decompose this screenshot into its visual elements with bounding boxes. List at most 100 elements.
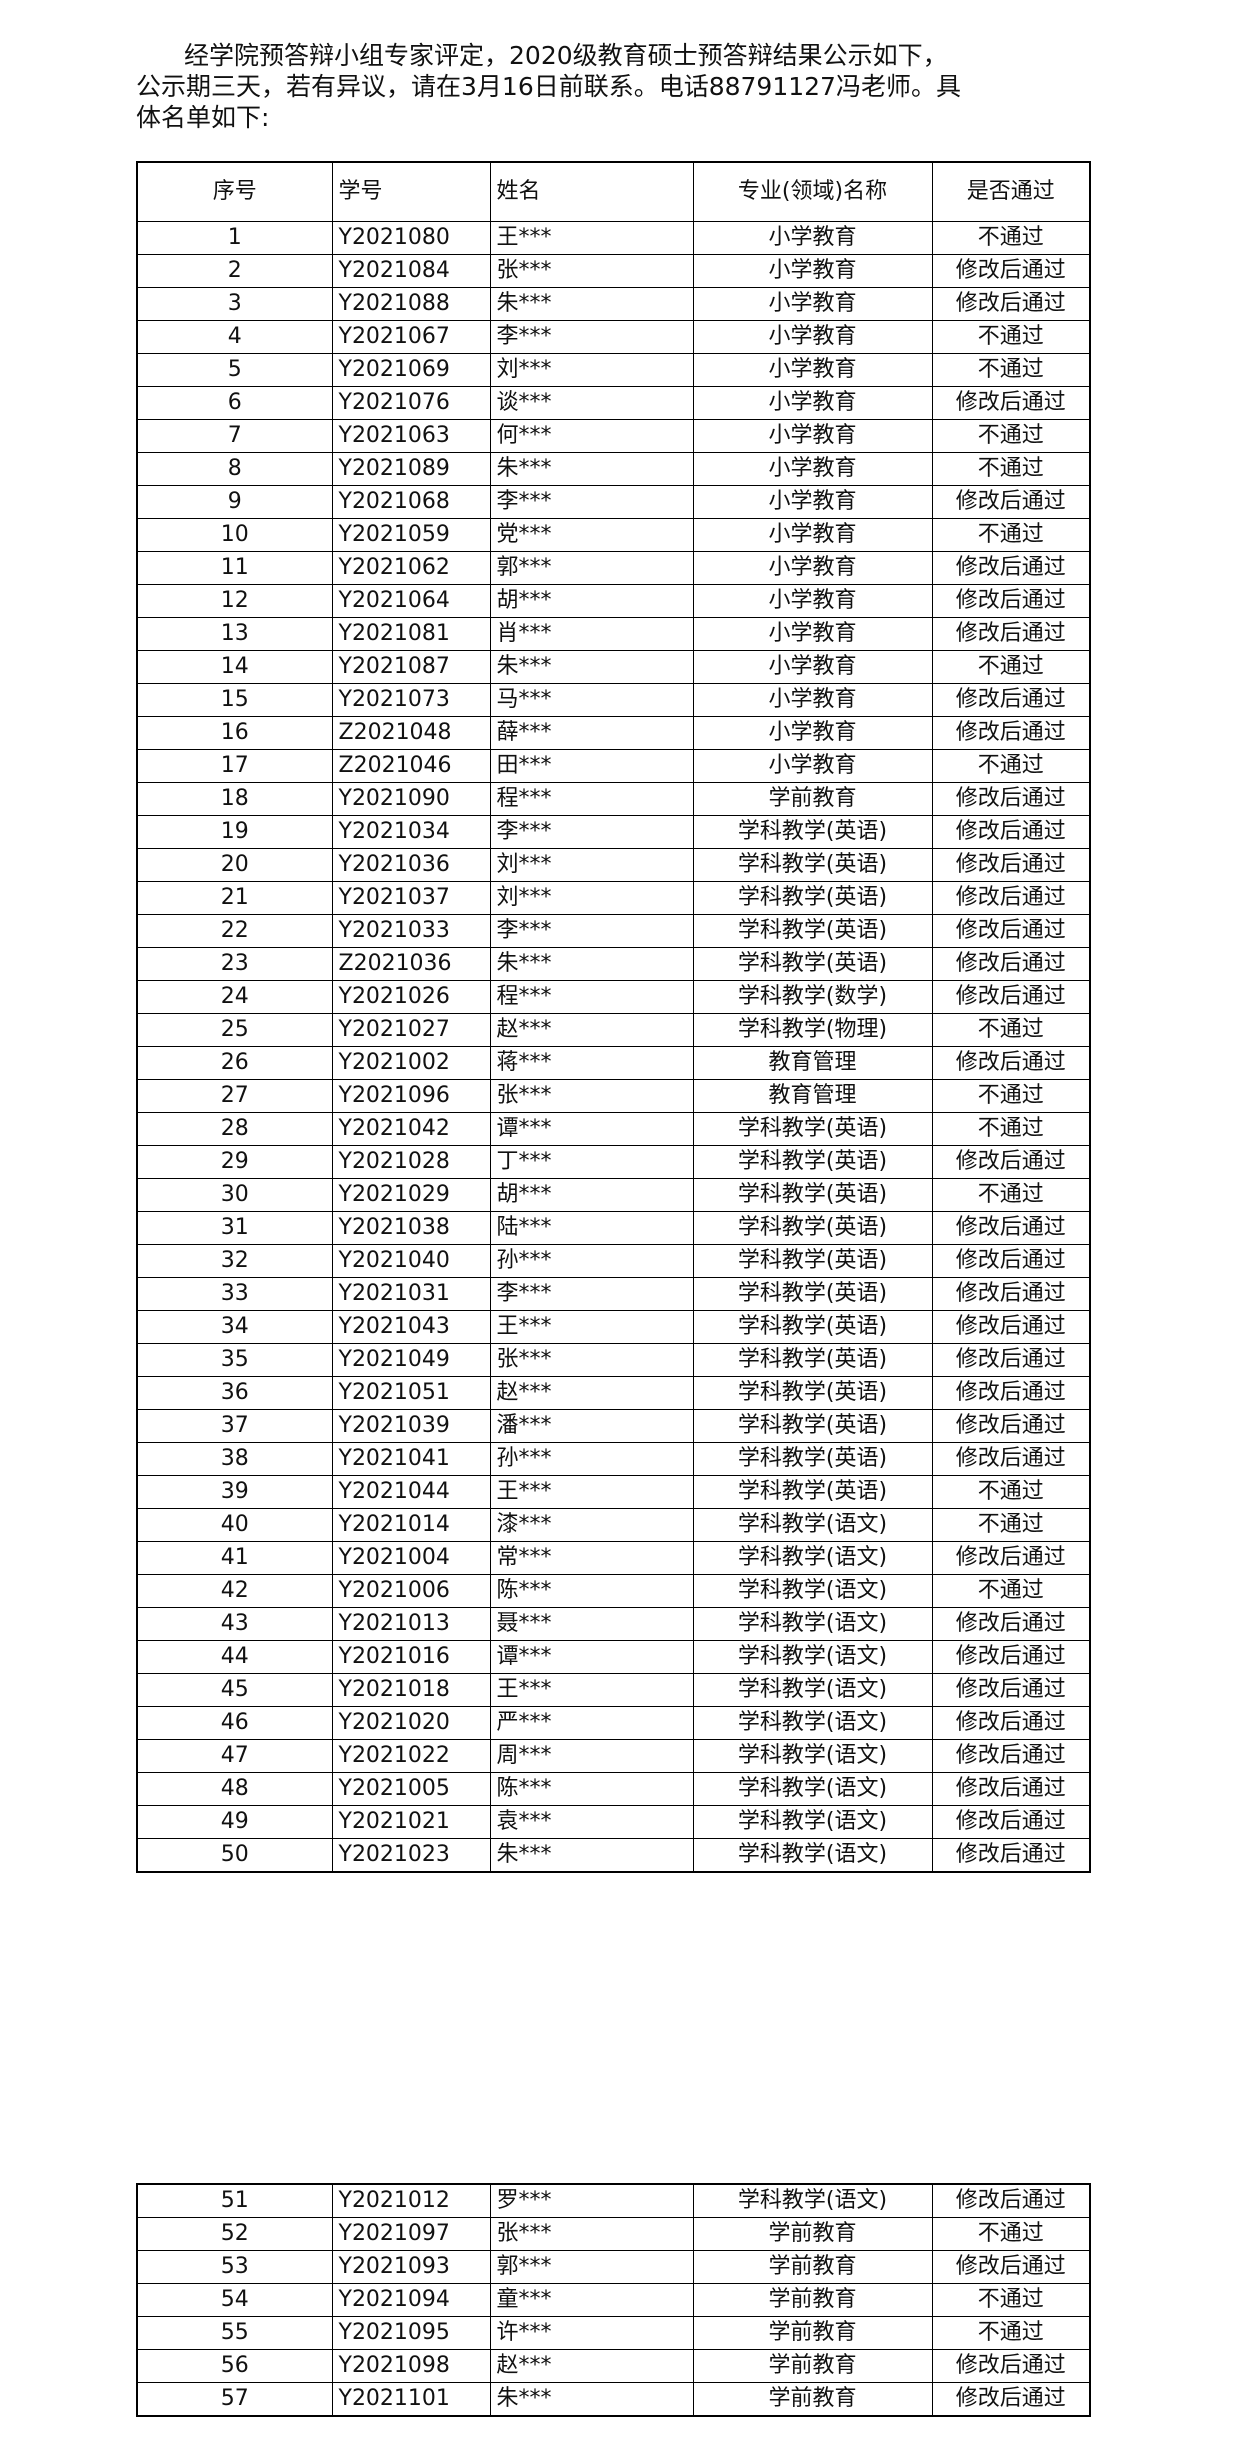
cell: Y2021096 xyxy=(331,1079,491,1113)
cell: 不通过 xyxy=(931,749,1091,783)
row: 48 Y2021005 陈*** 学科教学(语文) 修改后通过 xyxy=(136,1772,1091,1806)
cell: 不通过 xyxy=(931,1013,1091,1047)
cell: 王*** xyxy=(489,221,694,255)
cell: 小学教育 xyxy=(692,419,933,453)
row: 46 Y2021020 严*** 学科教学(语文) 修改后通过 xyxy=(136,1706,1091,1740)
row: 29 Y2021028 丁*** 学科教学(英语) 修改后通过 xyxy=(136,1145,1091,1179)
cell: 胡*** xyxy=(489,1178,694,1212)
cell: 朱*** xyxy=(489,947,694,981)
cell: 李*** xyxy=(489,815,694,849)
cell: 54 xyxy=(136,2283,333,2317)
cell: 37 xyxy=(136,1409,333,1443)
cell: 9 xyxy=(136,485,333,519)
cell: 赵*** xyxy=(489,1376,694,1410)
cell: Y2021006 xyxy=(331,1574,491,1608)
cell: 修改后通过 xyxy=(931,947,1091,981)
cell: 修改后通过 xyxy=(931,1442,1091,1476)
row: 57 Y2021101 朱*** 学前教育 修改后通过 xyxy=(136,2382,1091,2417)
cell: 学前教育 xyxy=(692,2217,933,2251)
result-table-continued: 51 Y2021012 罗*** 学科教学(语文) 修改后通过 52 Y2021097 张**… xyxy=(136,2183,1091,2417)
row: 47 Y2021022 周*** 学科教学(语文) 修改后通过 xyxy=(136,1739,1091,1773)
cell: Y2021016 xyxy=(331,1640,491,1674)
cell: 修改后通过 xyxy=(931,881,1091,915)
cell: 不通过 xyxy=(931,1475,1091,1509)
cell: 34 xyxy=(136,1310,333,1344)
cell: 郭*** xyxy=(489,551,694,585)
cell: Y2021038 xyxy=(331,1211,491,1245)
row: 2 Y2021084 张*** 小学教育 修改后通过 xyxy=(136,254,1091,288)
cell: 学科教学(英语) xyxy=(692,848,933,882)
cell: 31 xyxy=(136,1211,333,1245)
cell: 李*** xyxy=(489,1277,694,1311)
row: 7 Y2021063 何*** 小学教育 不通过 xyxy=(136,419,1091,453)
row: 19 Y2021034 李*** 学科教学(英语) 修改后通过 xyxy=(136,815,1091,849)
cell: 赵*** xyxy=(489,1013,694,1047)
cell: 小学教育 xyxy=(692,683,933,717)
cell: 学科教学(英语) xyxy=(692,1409,933,1443)
cell: Y2021026 xyxy=(331,980,491,1014)
intro-line: 体名单如下: xyxy=(136,103,270,132)
row: 41 Y2021004 常*** 学科教学(语文) 修改后通过 xyxy=(136,1541,1091,1575)
cell: Z2021036 xyxy=(331,947,491,981)
cell: 4 xyxy=(136,320,333,354)
cell: Y2021027 xyxy=(331,1013,491,1047)
cell: 学科教学(语文) xyxy=(692,1508,933,1542)
cell: 学科教学(英语) xyxy=(692,1211,933,1245)
row: 40 Y2021014 漆*** 学科教学(语文) 不通过 xyxy=(136,1508,1091,1542)
cell: Y2021076 xyxy=(331,386,491,420)
cell: 41 xyxy=(136,1541,333,1575)
cell: 郭*** xyxy=(489,2250,694,2284)
cell: 16 xyxy=(136,716,333,750)
cell: 学科教学(英语) xyxy=(692,1475,933,1509)
cell: Y2021090 xyxy=(331,782,491,816)
row: 36 Y2021051 赵*** 学科教学(英语) 修改后通过 xyxy=(136,1376,1091,1410)
cell: 38 xyxy=(136,1442,333,1476)
cell: 修改后通过 xyxy=(931,1607,1091,1641)
cell: 22 xyxy=(136,914,333,948)
cell: 56 xyxy=(136,2349,333,2383)
cell: 小学教育 xyxy=(692,221,933,255)
cell: 学科教学(语文) xyxy=(692,1541,933,1575)
row: 1 Y2021080 王*** 小学教育 不通过 xyxy=(136,221,1091,255)
cell: Y2021028 xyxy=(331,1145,491,1179)
cell: 不通过 xyxy=(931,1574,1091,1608)
cell: 不通过 xyxy=(931,452,1091,486)
cell: 学科教学(语文) xyxy=(692,1673,933,1707)
cell: 学科教学(语文) xyxy=(692,1607,933,1641)
cell: 5 xyxy=(136,353,333,387)
cell: 学科教学(语文) xyxy=(692,1805,933,1839)
cell: 刘*** xyxy=(489,353,694,387)
cell: Y2021084 xyxy=(331,254,491,288)
cell: 张*** xyxy=(489,1079,694,1113)
cell: 修改后通过 xyxy=(931,617,1091,651)
cell: 53 xyxy=(136,2250,333,2284)
cell: 谭*** xyxy=(489,1640,694,1674)
cell: 朱*** xyxy=(489,452,694,486)
cell: Y2021081 xyxy=(331,617,491,651)
cell: 不通过 xyxy=(931,2283,1091,2317)
cell: 学科教学(英语) xyxy=(692,1310,933,1344)
cell: 修改后通过 xyxy=(931,1739,1091,1773)
row: 34 Y2021043 王*** 学科教学(英语) 修改后通过 xyxy=(136,1310,1091,1344)
cell: Y2021004 xyxy=(331,1541,491,1575)
cell: Y2021051 xyxy=(331,1376,491,1410)
cell: 修改后通过 xyxy=(931,1376,1091,1410)
header-cell: 是否通过 xyxy=(931,161,1091,222)
cell: 学科教学(英语) xyxy=(692,1376,933,1410)
cell: Y2021044 xyxy=(331,1475,491,1509)
cell: Y2021042 xyxy=(331,1112,491,1146)
cell: 王*** xyxy=(489,1475,694,1509)
cell: 36 xyxy=(136,1376,333,1410)
cell: 小学教育 xyxy=(692,650,933,684)
cell: 修改后通过 xyxy=(931,386,1091,420)
header-cell: 学号 xyxy=(331,161,491,222)
cell: 44 xyxy=(136,1640,333,1674)
cell: 不通过 xyxy=(931,650,1091,684)
cell: 学科教学(英语) xyxy=(692,914,933,948)
cell: 修改后通过 xyxy=(931,1805,1091,1839)
cell: 修改后通过 xyxy=(931,2183,1091,2218)
cell: Y2021014 xyxy=(331,1508,491,1542)
cell: Y2021013 xyxy=(331,1607,491,1641)
cell: 小学教育 xyxy=(692,287,933,321)
row: 9 Y2021068 李*** 小学教育 修改后通过 xyxy=(136,485,1091,519)
